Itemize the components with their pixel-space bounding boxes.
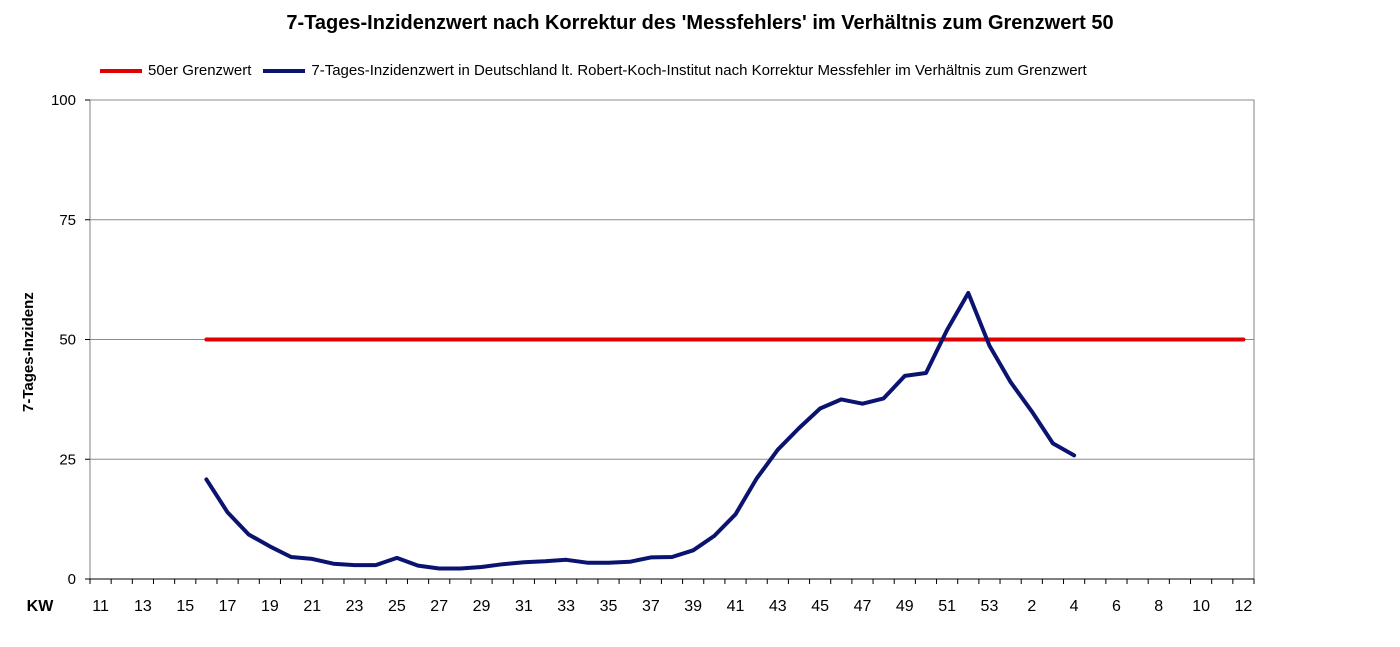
x-tick-label: 12 bbox=[1235, 598, 1253, 615]
y-tick-label: 50 bbox=[59, 332, 76, 349]
legend-item-grenzwert: 50er Grenzwert bbox=[100, 62, 251, 79]
x-tick-label: 6 bbox=[1112, 598, 1121, 615]
x-tick-label: 47 bbox=[854, 598, 872, 615]
legend: 50er Grenzwert 7-Tages-Inzidenzwert in D… bbox=[100, 62, 1099, 79]
x-tick-label: 8 bbox=[1154, 598, 1163, 615]
x-tick-label: 19 bbox=[261, 598, 279, 615]
x-tick-label: 33 bbox=[557, 598, 575, 615]
x-tick-label: 4 bbox=[1070, 598, 1079, 615]
x-tick-label: 31 bbox=[515, 598, 533, 615]
x-tick-label: 49 bbox=[896, 598, 914, 615]
x-tick-label: 45 bbox=[811, 598, 829, 615]
x-tick-label: 39 bbox=[684, 598, 702, 615]
chart-title: 7-Tages-Inzidenzwert nach Korrektur des … bbox=[286, 12, 1114, 34]
x-tick-label: 25 bbox=[388, 598, 406, 615]
x-tick-label: 27 bbox=[430, 598, 448, 615]
legend-swatch-inzidenz bbox=[263, 68, 306, 73]
y-tick-label: 100 bbox=[51, 92, 76, 109]
x-tick-label: 51 bbox=[938, 598, 956, 615]
x-tick-label: 23 bbox=[346, 598, 364, 615]
x-tick-label: 11 bbox=[92, 598, 109, 615]
x-tick-label: 43 bbox=[769, 598, 787, 615]
x-tick-label: 21 bbox=[303, 598, 321, 615]
x-tick-label: 41 bbox=[727, 598, 745, 615]
x-tick-label: 53 bbox=[981, 598, 999, 615]
legend-label-grenzwert: 50er Grenzwert bbox=[148, 62, 252, 79]
x-tick-label: 37 bbox=[642, 598, 660, 615]
x-tick-label: 35 bbox=[600, 598, 618, 615]
x-tick-label: 2 bbox=[1027, 598, 1036, 615]
x-tick-label: 10 bbox=[1192, 598, 1210, 615]
x-tick-label: 15 bbox=[176, 598, 194, 615]
legend-item-inzidenz: 7-Tages-Inzidenzwert in Deutschland lt. … bbox=[263, 62, 1087, 79]
legend-swatch-grenzwert bbox=[100, 68, 142, 73]
x-tick-label: 13 bbox=[134, 598, 152, 615]
legend-label-inzidenz: 7-Tages-Inzidenzwert in Deutschland lt. … bbox=[311, 62, 1087, 79]
y-tick-label: 0 bbox=[68, 571, 76, 588]
x-axis-label: KW bbox=[27, 598, 55, 615]
y-tick-label: 25 bbox=[59, 451, 76, 468]
y-tick-label: 75 bbox=[59, 212, 76, 229]
x-tick-label: 17 bbox=[219, 598, 237, 615]
x-tick-label: 29 bbox=[473, 598, 491, 615]
series-line-1 bbox=[204, 291, 1077, 571]
